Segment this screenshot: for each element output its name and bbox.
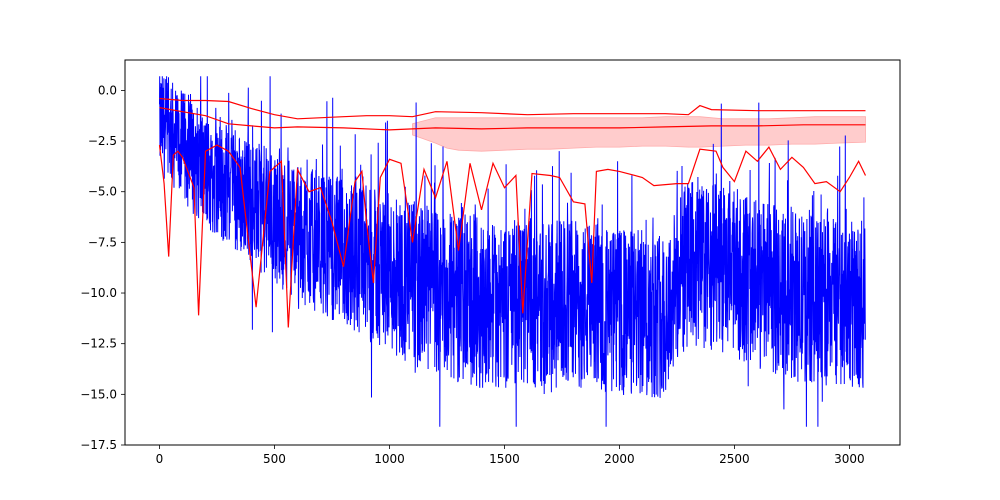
series-line-2: [159, 107, 866, 131]
y-tick-label: −7.5: [88, 235, 117, 249]
y-tick-label: −10.0: [80, 286, 117, 300]
x-tick-label: 2000: [604, 452, 635, 466]
series-line-3: [158, 144, 867, 328]
y-tick-label: −12.5: [80, 337, 117, 351]
y-tick-label: −5.0: [88, 185, 117, 199]
y-tick-label: −17.5: [80, 438, 117, 452]
x-tick-label: 1500: [489, 452, 520, 466]
x-tick-label: 3000: [834, 452, 865, 466]
raw-series-layer: [159, 76, 866, 427]
plot-frame: [124, 59, 901, 446]
y-tick-label: −2.5: [88, 134, 117, 148]
y-tick-label: −15.0: [80, 387, 117, 401]
raw-series-line: [159, 76, 866, 427]
envelope-series-layer: [158, 97, 867, 328]
plot-area: [158, 76, 867, 427]
series-line-1: [159, 97, 866, 120]
x-tick-label: 1000: [374, 452, 405, 466]
x-axis: 0 500 1000 1500 2000 2500 3000: [156, 445, 865, 466]
x-tick-label: 0: [156, 452, 164, 466]
y-axis: 0.0 −2.5 −5.0 −7.5 −10.0 −12.5 −15.0 −17.5: [80, 83, 125, 452]
y-tick-label: 0.0: [98, 83, 117, 97]
x-tick-label: 500: [263, 452, 286, 466]
x-tick-label: 2500: [719, 452, 750, 466]
